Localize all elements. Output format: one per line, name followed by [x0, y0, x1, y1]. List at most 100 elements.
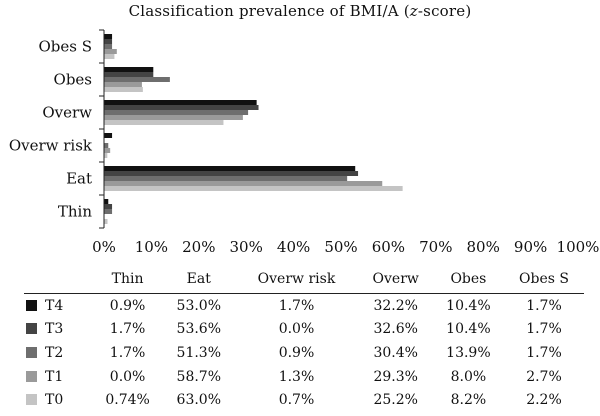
bar-t2-overw-risk — [104, 143, 109, 148]
legend-label: T2 — [45, 344, 64, 361]
table-cell: 10.4% — [446, 297, 491, 314]
bar-t1-overw — [104, 115, 243, 120]
bar-t1-obes-s — [104, 49, 117, 54]
x-tick-label: 30% — [230, 238, 263, 256]
bar-t3-obes-s — [104, 39, 113, 44]
table-cell: 63.0% — [176, 392, 222, 409]
table-cell: 29.3% — [373, 368, 418, 385]
table-cell: 0.74% — [105, 392, 150, 409]
legend-label: T3 — [45, 321, 64, 338]
bar-t0-overw — [104, 120, 224, 125]
bar-t3-thin — [104, 204, 113, 209]
x-tick-label: 90% — [514, 238, 547, 256]
bar-t4-eat — [104, 166, 356, 171]
table-row: T4 0.9% 53.0% 1.7% 32.2% 10.4% 1.7% — [24, 294, 584, 318]
table-cell: 1.7% — [278, 297, 315, 314]
table-column-header: Overw risk — [234, 265, 359, 294]
table-cell: 1.3% — [278, 368, 315, 385]
bar-t0-overw-risk — [104, 153, 108, 158]
bar-t0-eat — [104, 186, 403, 191]
table-cell: 51.3% — [176, 344, 222, 361]
x-tick-label: 100% — [557, 238, 600, 256]
legend-swatch — [26, 346, 37, 358]
y-tick-label: Eat — [66, 170, 92, 188]
table-column-header: Obes — [432, 265, 504, 294]
y-tick-label: Obes — [54, 71, 92, 89]
data-table: Thin Eat Overw risk Overw Obes Obes S T4 0.9% 5… — [24, 265, 584, 412]
bar-t3-eat — [104, 171, 359, 176]
table-corner — [24, 265, 92, 294]
table-cell: 0.9% — [278, 344, 315, 361]
bar-t2-thin — [104, 209, 113, 214]
bar-t2-overw — [104, 110, 249, 115]
legend-entry: T0 — [24, 388, 92, 412]
y-tick-label: Overw risk — [9, 137, 93, 155]
x-tick-label: 10% — [135, 238, 168, 256]
bar-t3-obes — [104, 72, 154, 77]
table-cell: 8.2% — [450, 392, 487, 409]
bar-t3-overw — [104, 105, 259, 110]
x-tick-label: 60% — [372, 238, 405, 256]
legend-label: T1 — [45, 368, 64, 385]
table-cell: 8.0% — [450, 368, 487, 385]
table-cell: 1.7% — [109, 344, 146, 361]
y-tick-label: Overw — [42, 104, 92, 122]
x-tick-label: 50% — [324, 238, 357, 256]
table-cell: 10.4% — [446, 321, 491, 338]
table-cell: 2.2% — [526, 392, 562, 409]
table-cell: 1.7% — [526, 344, 562, 361]
legend-swatch — [26, 370, 37, 382]
bar-t4-thin — [104, 199, 109, 204]
bar-t1-obes — [104, 82, 142, 87]
bar-t4-obes-s — [104, 34, 113, 39]
table-row: T3 1.7% 53.6% 0.0% 32.6% 10.4% 1.7% — [24, 318, 584, 342]
legend-entry: T2 — [24, 341, 92, 365]
x-tick-label: 40% — [277, 238, 310, 256]
data-table-header: Thin Eat Overw risk Overw Obes Obes S — [24, 265, 584, 294]
table-cell: 0.7% — [278, 392, 315, 409]
table-column-header: Eat — [163, 265, 235, 294]
bar-t4-obes — [104, 67, 154, 72]
table-cell: 53.0% — [176, 297, 222, 314]
table-cell: 32.6% — [373, 321, 418, 338]
legend-swatch — [26, 394, 37, 406]
table-column-header: Overw — [358, 265, 433, 294]
table-cell: 25.2% — [373, 392, 418, 409]
table-cell: 58.7% — [176, 368, 222, 385]
legend-entry: T1 — [24, 365, 92, 389]
legend-swatch — [26, 299, 37, 311]
table-row: T0 0.74% 63.0% 0.7% 25.2% 8.2% 2.2% — [24, 388, 584, 412]
table-cell: 13.9% — [446, 344, 491, 361]
table-cell: 0.0% — [109, 368, 146, 385]
table-cell: 1.7% — [109, 321, 146, 338]
legend-entry: T3 — [24, 318, 92, 342]
x-tick-label: 80% — [467, 238, 500, 256]
table-cell: 1.7% — [526, 321, 562, 338]
table-cell: 2.7% — [526, 368, 562, 385]
bar-t0-obes — [104, 87, 143, 92]
bar-t2-eat — [104, 176, 348, 181]
table-row: T2 1.7% 51.3% 0.9% 30.4% 13.9% 1.7% — [24, 341, 584, 365]
x-tick-label: 0% — [92, 238, 116, 256]
bar-t2-obes-s — [104, 44, 113, 49]
x-tick-label: 20% — [182, 238, 215, 256]
bar-t0-thin — [104, 219, 108, 224]
data-table-body: T4 0.9% 53.0% 1.7% 32.2% 10.4% 1.7% T3 1.7% 53.6%… — [24, 294, 584, 412]
bar-t1-overw-risk — [104, 148, 111, 153]
y-tick-label: Obes S — [38, 38, 92, 56]
table-column-header: Thin — [92, 265, 164, 294]
bar-t1-eat — [104, 181, 383, 186]
legend-label: T0 — [45, 392, 64, 409]
table-row: T1 0.0% 58.7% 1.3% 29.3% 8.0% 2.7% — [24, 365, 584, 389]
table-cell: 32.2% — [373, 297, 418, 314]
legend-entry: T4 — [24, 294, 92, 318]
x-tick-label: 70% — [419, 238, 452, 256]
table-cell: 0.0% — [278, 321, 315, 338]
table-cell: 1.7% — [526, 297, 562, 314]
table-cell: 0.9% — [109, 297, 146, 314]
legend-label: T4 — [45, 297, 64, 314]
table-cell: 30.4% — [373, 344, 418, 361]
bar-t0-obes-s — [104, 54, 115, 59]
y-tick-label: Thin — [58, 203, 92, 221]
